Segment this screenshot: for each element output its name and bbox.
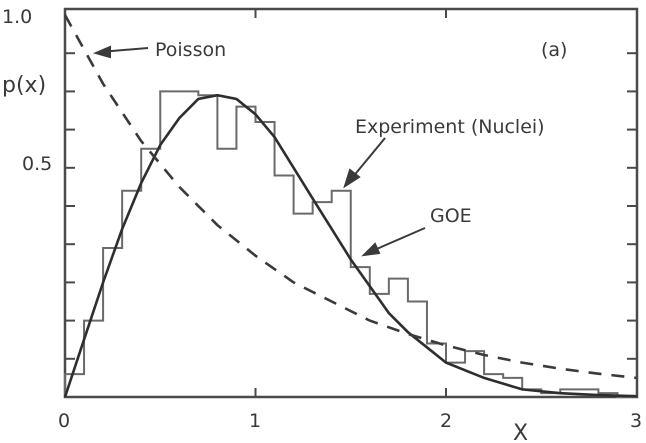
x-tick-label-0: 0 [58,410,70,432]
poisson-curve [63,14,637,380]
annotation-arrows [93,45,426,257]
panel-label: (a) [541,39,567,61]
goe-arrowhead [361,242,381,257]
goe-curve [63,93,637,398]
x-tick-label-1: 1 [249,410,261,432]
y-tick-label-1.0: 1.0 [2,6,32,28]
y-tick-label-0.5: 0.5 [22,153,52,175]
goe-arrow [371,227,426,252]
experiment-histogram [64,90,637,398]
axis-ticks [65,9,637,397]
x-tick-label-2: 2 [440,410,452,432]
goe-annotation: GOE [430,205,472,227]
plot-frame [63,7,639,399]
y-axis-title: p(x) [2,73,46,98]
poisson-arrowhead [93,45,111,59]
experiment-arrowhead [343,168,361,189]
x-tick-label-3: 3 [630,410,642,432]
x-axis-title: X [513,421,528,443]
experiment-arrow [351,137,386,179]
poisson-annotation: Poisson [155,39,226,61]
experiment-annotation: Experiment (Nuclei) [355,116,545,138]
